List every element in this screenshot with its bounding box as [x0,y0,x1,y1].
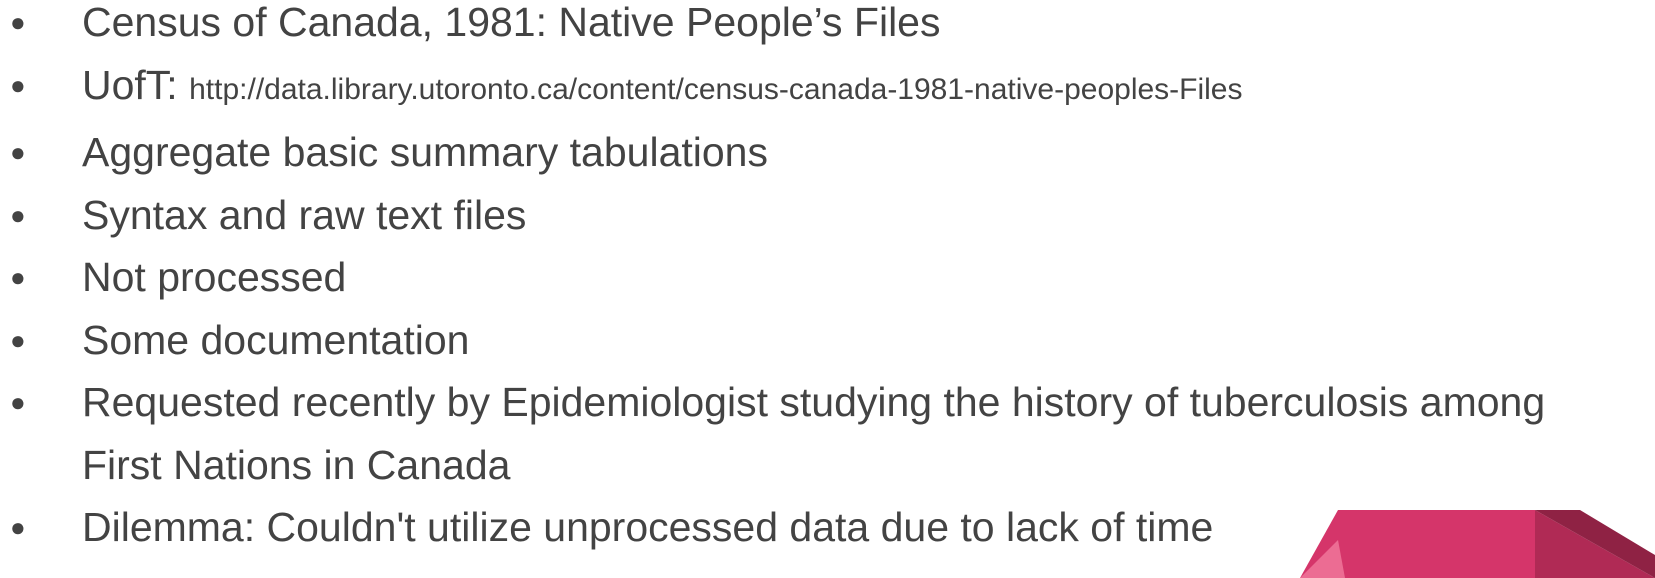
bullet-text: Not processed [82,254,347,300]
bullet-text: UofT: [82,61,178,108]
bullet-item: UofT: http://data.library.utoronto.ca/co… [0,54,1562,122]
bullet-list: Census of Canada, 1981: Native People’s … [0,0,1600,559]
bullet-item: Not processed [0,246,1562,309]
dark-fold [1535,510,1655,578]
bullet-text: Dilemma: Couldn't utilize unprocessed da… [82,504,1214,550]
pink-band [1300,510,1535,578]
bullet-item: Census of Canada, 1981: Native People’s … [0,0,1562,54]
bullet-item: Aggregate basic summary tabulations [0,121,1562,184]
bullet-item: Some documentation [0,309,1562,372]
pink-corner [1300,540,1345,578]
bullet-item: Syntax and raw text files [0,184,1562,247]
link: http://data.library.utoronto.ca/content/… [189,72,1243,106]
bullet-text: Syntax and raw text files [82,191,527,238]
bullet-item: Requested recently by Epidemiologist stu… [0,371,1562,496]
bullet-text: Requested recently by Epidemiologist stu… [82,379,1546,488]
bullet-item: Dilemma: Couldn't utilize unprocessed da… [0,496,1562,559]
bullet-text: Census of Canada, 1981: Native People’s … [82,0,941,45]
bullet-text: Aggregate basic summary tabulations [82,129,768,175]
bullet-text: Some documentation [82,316,470,363]
